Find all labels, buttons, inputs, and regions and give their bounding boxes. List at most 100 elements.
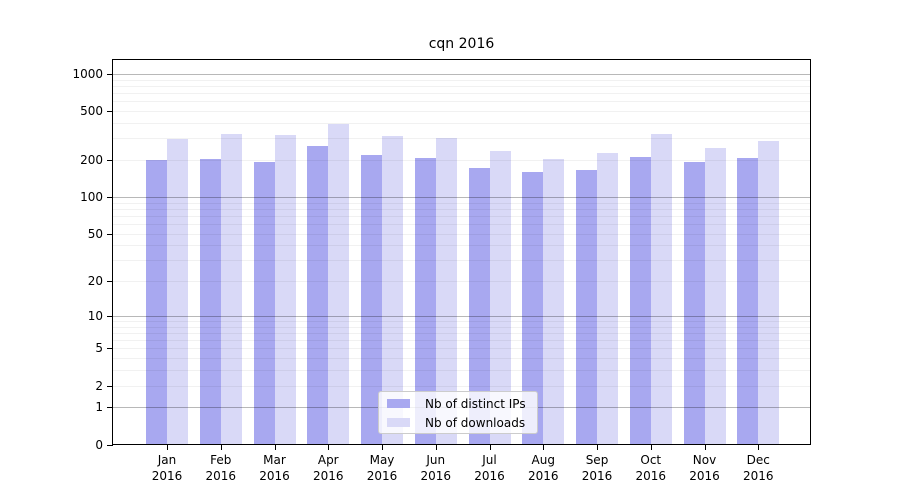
bar-distinct-ips-sep [576, 170, 597, 444]
y-axis-label: 10 [87, 308, 103, 323]
bar-downloads-oct [650, 134, 672, 444]
bar-distinct-ips-feb [199, 158, 221, 444]
x-axis-label-dec: Dec 2016 [742, 453, 774, 483]
y-axis-tick [107, 111, 113, 113]
gridline-minor [113, 93, 810, 95]
y-axis-label: 500 [80, 104, 103, 119]
gridline-major [113, 196, 810, 198]
y-axis-tick [107, 385, 113, 387]
y-axis-label: 1000 [72, 66, 103, 81]
x-axis-tick [650, 445, 652, 450]
x-axis-tick [167, 445, 168, 450]
gridline-minor [113, 208, 810, 210]
gridline-minor [113, 358, 810, 360]
plot-area [113, 60, 810, 444]
gridline-minor [113, 101, 810, 103]
bar-distinct-ips-jun [414, 158, 436, 444]
x-axis-tick [543, 445, 545, 450]
y-axis-tick [107, 444, 113, 446]
y-axis-label: 2 [95, 378, 103, 393]
bar-downloads-mar [274, 134, 296, 444]
x-axis-label-mar: Mar 2016 [259, 453, 290, 483]
y-axis-tick [107, 196, 113, 198]
y-axis-tick [107, 160, 113, 162]
chart-title: cqn 2016 [428, 36, 495, 52]
gridline-major [113, 315, 810, 317]
x-axis-tick [328, 445, 330, 450]
y-axis-tick [107, 407, 113, 409]
y-axis-label: 200 [80, 153, 103, 168]
bar-distinct-ips-jan [146, 160, 167, 444]
chart-legend: Nb of distinct IPs Nb of downloads [378, 391, 538, 434]
gridline-minor [113, 326, 810, 328]
gridline-minor [113, 281, 810, 283]
x-axis-tick [382, 445, 383, 450]
x-axis-tick [597, 445, 598, 450]
gridline-minor [113, 224, 810, 225]
x-axis-label-oct: Oct 2016 [635, 453, 667, 483]
x-axis-label-may: May 2016 [366, 453, 398, 483]
x-axis-tick [435, 445, 437, 450]
bar-downloads-jun [435, 138, 457, 444]
gridline-minor [113, 111, 810, 113]
x-axis-label-jun: Jun 2016 [420, 453, 452, 483]
bar-downloads-nov [704, 148, 726, 444]
gridline-minor [113, 160, 810, 162]
y-axis-label: 50 [87, 226, 103, 241]
bar-downloads-may [382, 136, 403, 444]
x-axis-tick [758, 445, 760, 450]
x-axis-tick [704, 445, 706, 450]
y-axis-label: 100 [80, 189, 103, 204]
bar-downloads-aug [543, 158, 565, 444]
x-axis-label-jan: Jan 2016 [151, 453, 183, 483]
x-axis-tick [274, 445, 276, 450]
y-axis-label: 1 [95, 400, 103, 415]
legend-item-distinct-ips: Nb of distinct IPs [387, 394, 527, 413]
gridline-minor [113, 260, 810, 262]
x-axis-label-jul: Jul 2016 [474, 453, 505, 483]
bar-distinct-ips-dec [737, 158, 759, 444]
legend-label-downloads: Nb of downloads [425, 415, 526, 430]
gridline-minor [113, 138, 810, 140]
y-axis-label: 0 [95, 437, 103, 452]
bar-downloads-apr [328, 124, 350, 444]
gridline-minor [113, 332, 810, 334]
bar-downloads-dec [758, 141, 780, 444]
x-axis-label-aug: Aug 2016 [527, 453, 559, 483]
gridline-minor [113, 385, 810, 387]
gridline-minor [113, 85, 810, 87]
y-axis-tick [107, 315, 113, 317]
gridline-minor [113, 215, 810, 217]
y-axis-tick [107, 348, 113, 350]
gridline-minor [113, 245, 810, 247]
y-axis-tick [107, 281, 113, 283]
x-axis-label-nov: Nov 2016 [689, 453, 720, 483]
legend-item-downloads: Nb of downloads [387, 413, 527, 432]
gridline-minor [113, 348, 810, 350]
bar-downloads-sep [597, 153, 618, 444]
x-axis-tick [220, 445, 222, 450]
bar-distinct-ips-aug [522, 171, 544, 444]
legend-swatch-downloads-icon [387, 418, 410, 427]
bar-distinct-ips-may [361, 154, 382, 444]
legend-label-distinct-ips: Nb of distinct IPs [425, 396, 526, 411]
gridline-major [113, 73, 810, 75]
bar-distinct-ips-nov [683, 162, 705, 444]
gridline-minor [113, 123, 810, 124]
y-axis-tick [107, 233, 113, 235]
y-axis-label: 5 [95, 341, 103, 356]
x-axis-label-feb: Feb 2016 [205, 453, 237, 483]
bar-downloads-jul [489, 150, 511, 444]
x-axis-tick [489, 445, 491, 450]
x-axis-label-apr: Apr 2016 [312, 453, 344, 483]
gridline-minor [113, 202, 810, 204]
gridline-minor [113, 79, 810, 81]
bar-distinct-ips-oct [629, 157, 651, 444]
gridline-minor [113, 321, 810, 322]
bar-distinct-ips-mar [253, 161, 275, 444]
x-axis-label-sep: Sep 2016 [581, 453, 613, 483]
bar-downloads-jan [167, 139, 188, 444]
bar-downloads-feb [220, 134, 242, 444]
legend-swatch-distinct-ips-icon [387, 399, 410, 408]
